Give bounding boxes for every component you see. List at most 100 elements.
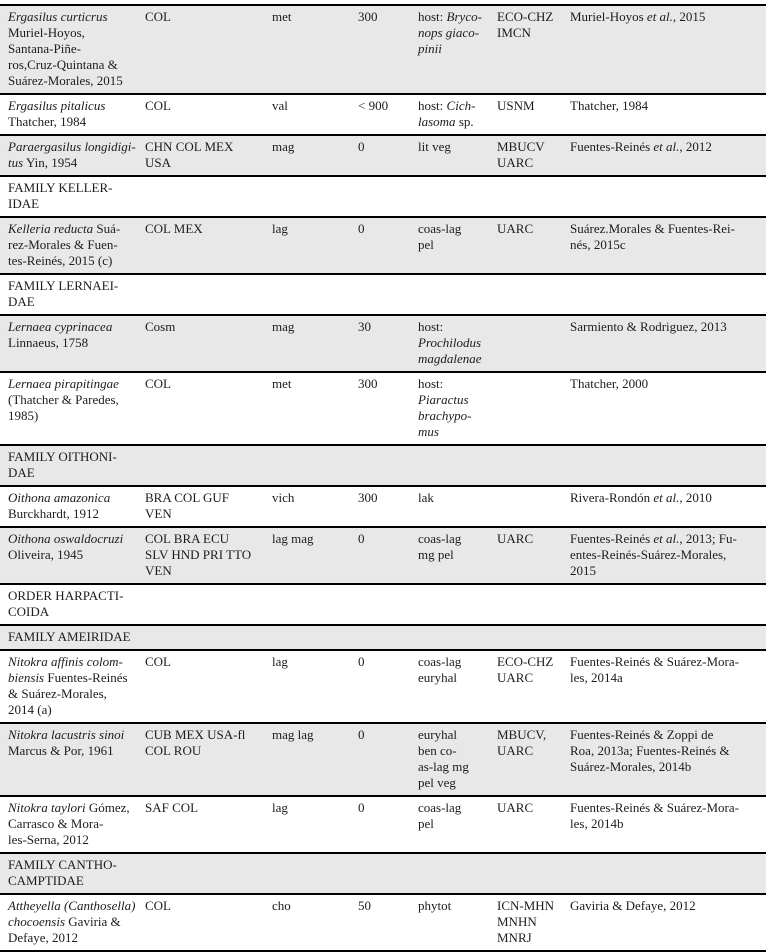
repository-cell: ECO-CHZ UARC: [497, 654, 554, 685]
habitat-code-cell: lag: [272, 654, 288, 669]
species-authority-cell: Nitokra taylori Gómez, Carrasco & Mora- …: [8, 800, 130, 847]
habitat-detail-cell: lak: [418, 490, 434, 505]
species-authority-cell: Nitokra lacustris sinoi Marcus & Por, 19…: [8, 727, 125, 758]
altitude-cell: 0: [358, 727, 365, 742]
reference-cell: Fuentes-Reinés et al., 2013; Fu- entes-R…: [570, 531, 737, 578]
altitude-cell: 0: [358, 654, 365, 669]
species-row: Ergasilus curticrus Muriel-Hoyos, Santan…: [0, 6, 766, 95]
altitude-cell: < 900: [358, 98, 389, 113]
distribution-countries-cell: COL: [145, 98, 171, 113]
distribution-countries-cell: Cosm: [145, 319, 176, 334]
habitat-code-cell: cho: [272, 898, 291, 913]
habitat-detail-cell: coas-lag euryhal: [418, 654, 462, 685]
taxon-section-title: FAMILY OITHONI- DAE: [8, 449, 117, 480]
species-authority-cell: Lernaea pirapitingae (Thatcher & Paredes…: [8, 376, 119, 423]
reference-cell: Sarmiento & Rodriguez, 2013: [570, 319, 727, 334]
habitat-detail-cell: coas-lag pel: [418, 221, 462, 252]
habitat-code-cell: lag: [272, 221, 288, 236]
altitude-cell: 50: [358, 898, 371, 913]
altitude-cell: 0: [358, 139, 365, 154]
reference-cell: Fuentes-Reinés & Zoppi de Roa, 2013a; Fu…: [570, 727, 730, 774]
repository-cell: [497, 316, 570, 371]
species-row: Nitokra lacustris sinoi Marcus & Por, 19…: [0, 724, 766, 797]
habitat-detail-cell: host: Prochilodus magdalenae: [418, 319, 482, 366]
species-row: Attheyella (Canthosella) chocoensis Gavi…: [0, 895, 766, 952]
taxon-section-title: FAMILY LERNAEI- DAE: [8, 278, 119, 309]
habitat-code-cell: met: [272, 9, 292, 24]
reference-cell: Thatcher, 1984: [570, 98, 649, 113]
species-row: Oithona amazonica Burckhardt, 1912 BRA CO…: [0, 487, 766, 528]
species-row: Nitokra affinis colom- biensis Fuentes-R…: [0, 651, 766, 724]
altitude-cell: 0: [358, 531, 365, 546]
habitat-detail-cell: phytot: [418, 898, 452, 913]
taxon-section-row: FAMILY AMEIRIDAE: [0, 626, 766, 651]
taxon-section-title: FAMILY CANTHO- CAMPTIDAE: [8, 857, 117, 888]
reference-cell: Fuentes-Reinés et al., 2012: [570, 139, 712, 154]
species-row: Lernaea pirapitingae (Thatcher & Paredes…: [0, 373, 766, 446]
repository-cell: MBUCV, UARC: [497, 727, 547, 758]
repository-cell: UARC: [497, 221, 534, 236]
species-row: Ergasilus pitalicus Thatcher, 1984 COL val…: [0, 95, 766, 136]
taxon-section-title: FAMILY KELLER- IDAE: [8, 180, 113, 211]
altitude-cell: 30: [358, 319, 371, 334]
species-authority-cell: Paraergasilus longidigi- tus Yin, 1954: [8, 139, 136, 170]
repository-cell: UARC: [497, 800, 534, 815]
distribution-countries-cell: COL: [145, 898, 171, 913]
taxon-section-title: FAMILY AMEIRIDAE: [8, 629, 131, 644]
species-row: Nitokra taylori Gómez, Carrasco & Mora- …: [0, 797, 766, 854]
reference-cell: Gaviria & Defaye, 2012: [570, 898, 696, 913]
species-row: Lernaea cyprinacea Linnaeus, 1758 Cosm mag…: [0, 316, 766, 373]
reference-cell: Muriel-Hoyos et al., 2015: [570, 9, 706, 24]
habitat-detail-cell: coas-lag pel: [418, 800, 462, 831]
habitat-code-cell: lag mag: [272, 531, 314, 546]
altitude-cell: 300: [358, 9, 378, 24]
taxon-section-row: FAMILY KELLER- IDAE: [0, 177, 766, 218]
reference-cell: Fuentes-Reinés & Suárez-Mora- les, 2014b: [570, 800, 739, 831]
habitat-code-cell: mag: [272, 319, 295, 334]
repository-cell: UARC: [497, 531, 534, 546]
taxon-section-row: ORDER HARPACTI- COIDA: [0, 585, 766, 626]
distribution-countries-cell: BRA COL GUF VEN: [145, 490, 230, 521]
species-authority-cell: Attheyella (Canthosella) chocoensis Gavi…: [8, 898, 136, 945]
species-authority-cell: Ergasilus pitalicus Thatcher, 1984: [8, 98, 106, 129]
reference-cell: Suárez.Morales & Fuentes-Rei- nés, 2015c: [570, 221, 735, 252]
table-body: Ergasilus curticrus Muriel-Hoyos, Santan…: [0, 6, 766, 952]
habitat-code-cell: vich: [272, 490, 295, 505]
habitat-code-cell: mag lag: [272, 727, 314, 742]
habitat-detail-cell: host: Piaractus brachypo- mus: [418, 376, 472, 439]
reference-cell: Rivera-Rondón et al., 2010: [570, 490, 712, 505]
habitat-detail-cell: host: Cich- lasoma sp.: [418, 98, 476, 129]
species-row: Paraergasilus longidigi- tus Yin, 1954 CH…: [0, 136, 766, 177]
habitat-code-cell: met: [272, 376, 292, 391]
species-authority-cell: Ergasilus curticrus Muriel-Hoyos, Santan…: [8, 9, 123, 88]
taxon-section-row: FAMILY OITHONI- DAE: [0, 446, 766, 487]
repository-cell: [497, 487, 570, 526]
repository-cell: MBUCV UARC: [497, 139, 545, 170]
reference-cell: Fuentes-Reinés & Suárez-Mora- les, 2014a: [570, 654, 739, 685]
habitat-code-cell: val: [272, 98, 288, 113]
repository-cell: ICN-MHN MNHN MNRJ: [497, 898, 555, 945]
altitude-cell: 300: [358, 376, 378, 391]
species-authority-cell: Oithona oswaldocruzi Oliveira, 1945: [8, 531, 124, 562]
habitat-code-cell: mag: [272, 139, 295, 154]
distribution-countries-cell: SAF COL: [145, 800, 199, 815]
copepod-checklist-table: Ergasilus curticrus Muriel-Hoyos, Santan…: [0, 4, 766, 952]
habitat-detail-cell: lit veg: [418, 139, 451, 154]
taxon-section-title: ORDER HARPACTI- COIDA: [8, 588, 124, 619]
habitat-detail-cell: host: Bryco- nops giaco- pinii: [418, 9, 482, 56]
taxon-section-row: FAMILY CANTHO- CAMPTIDAE: [0, 854, 766, 895]
repository-cell: USNM: [497, 98, 535, 113]
species-authority-cell: Oithona amazonica Burckhardt, 1912: [8, 490, 111, 521]
repository-cell: [497, 373, 570, 444]
altitude-cell: 0: [358, 221, 365, 236]
habitat-detail-cell: euryhal ben co- as-lag mg pel veg: [418, 727, 469, 790]
distribution-countries-cell: COL: [145, 9, 171, 24]
reference-cell: Thatcher, 2000: [570, 376, 649, 391]
distribution-countries-cell: COL MEX: [145, 221, 203, 236]
habitat-code-cell: lag: [272, 800, 288, 815]
species-row: Oithona oswaldocruzi Oliveira, 1945 COL B…: [0, 528, 766, 585]
repository-cell: ECO-CHZ IMCN: [497, 9, 554, 40]
habitat-detail-cell: coas-lag mg pel: [418, 531, 462, 562]
distribution-countries-cell: CUB MEX USA-fl COL ROU: [145, 727, 246, 758]
altitude-cell: 0: [358, 800, 365, 815]
